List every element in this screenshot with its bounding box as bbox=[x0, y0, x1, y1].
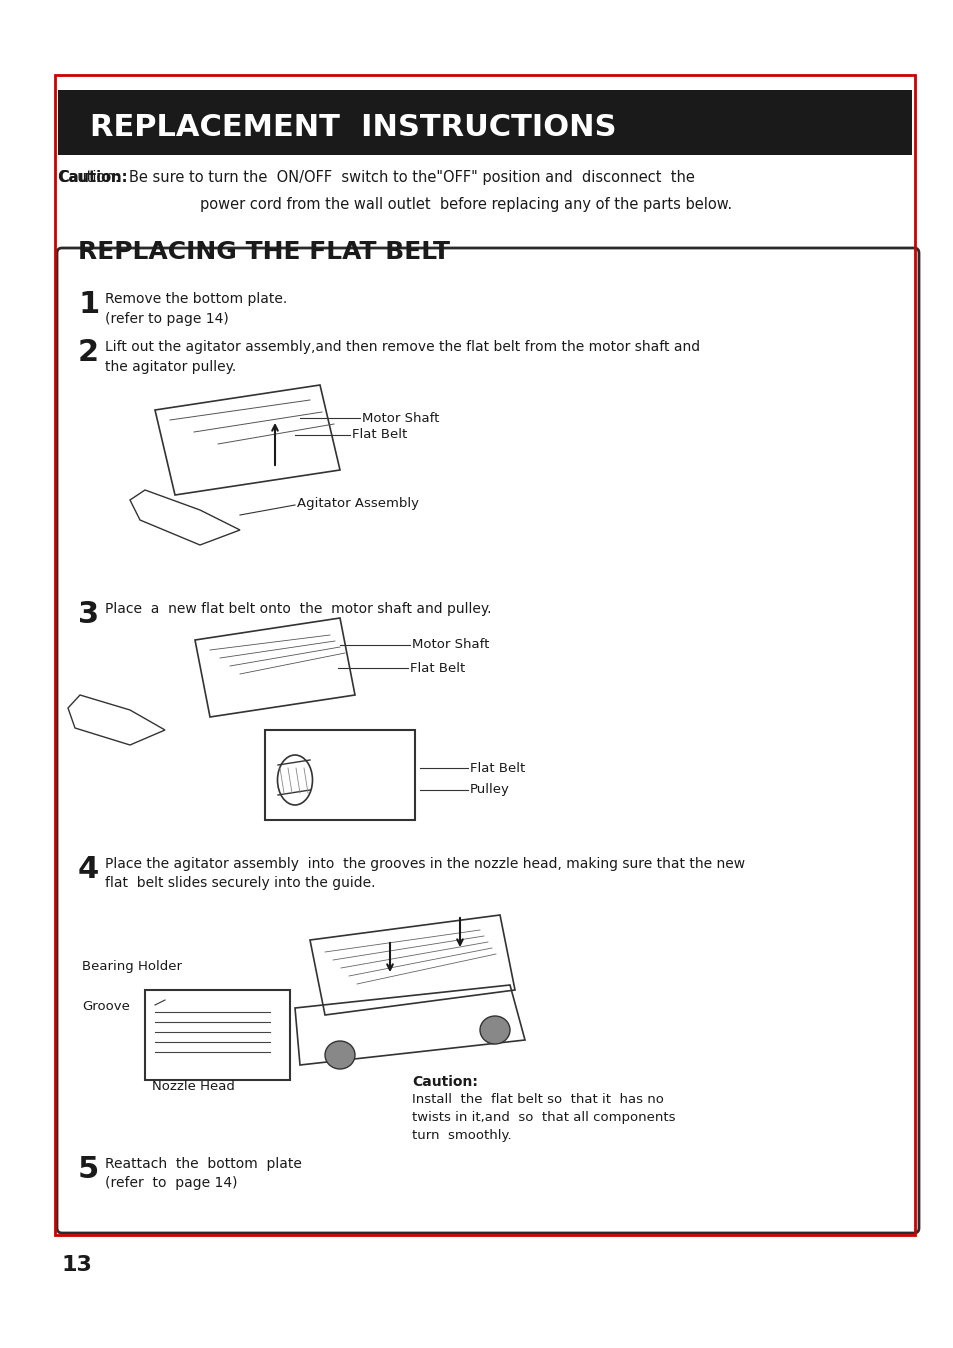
Text: 1: 1 bbox=[78, 290, 99, 319]
Text: Motor Shaft: Motor Shaft bbox=[361, 411, 439, 425]
Bar bbox=[58, 90, 911, 155]
Bar bbox=[145, 989, 290, 1080]
Bar bbox=[55, 75, 914, 1235]
Text: 4: 4 bbox=[78, 855, 99, 884]
Text: REPLACEMENT  INSTRUCTIONS: REPLACEMENT INSTRUCTIONS bbox=[90, 112, 616, 142]
Ellipse shape bbox=[325, 1041, 355, 1069]
Text: Pulley: Pulley bbox=[470, 783, 509, 797]
Text: 13: 13 bbox=[62, 1255, 92, 1275]
Text: Remove the bottom plate.
(refer to page 14): Remove the bottom plate. (refer to page … bbox=[105, 293, 287, 325]
Text: Flat Belt: Flat Belt bbox=[470, 762, 525, 775]
Text: power cord from the wall outlet  before replacing any of the parts below.: power cord from the wall outlet before r… bbox=[200, 197, 731, 212]
Text: Install  the  flat belt so  that it  has no
twists in it,and  so  that all compo: Install the flat belt so that it has no … bbox=[412, 1093, 675, 1142]
Text: Caution:: Caution: bbox=[412, 1074, 477, 1089]
Text: Caution:  Be sure to turn the  ON/OFF  switch to the"OFF" position and  disconne: Caution: Be sure to turn the ON/OFF swit… bbox=[58, 170, 694, 185]
Text: Nozzle Head: Nozzle Head bbox=[152, 1080, 234, 1093]
Text: 5: 5 bbox=[78, 1155, 99, 1184]
FancyBboxPatch shape bbox=[57, 248, 918, 1233]
Text: Flat Belt: Flat Belt bbox=[352, 429, 407, 442]
Ellipse shape bbox=[479, 1016, 510, 1043]
Text: 3: 3 bbox=[78, 600, 99, 630]
Text: Agitator Assembly: Agitator Assembly bbox=[296, 496, 418, 510]
Text: REPLACING THE FLAT BELT: REPLACING THE FLAT BELT bbox=[78, 240, 450, 264]
Text: Place the agitator assembly  into  the grooves in the nozzle head, making sure t: Place the agitator assembly into the gro… bbox=[105, 857, 744, 891]
Text: Place  a  new flat belt onto  the  motor shaft and pulley.: Place a new flat belt onto the motor sha… bbox=[105, 603, 491, 616]
Text: Bearing Holder: Bearing Holder bbox=[82, 960, 182, 973]
Text: Motor Shaft: Motor Shaft bbox=[412, 639, 489, 651]
Text: Lift out the agitator assembly,and then remove the flat belt from the motor shaf: Lift out the agitator assembly,and then … bbox=[105, 340, 700, 373]
Text: Caution:: Caution: bbox=[58, 170, 128, 185]
Text: Flat Belt: Flat Belt bbox=[410, 662, 465, 674]
Bar bbox=[265, 731, 415, 820]
Text: Groove: Groove bbox=[82, 1000, 130, 1012]
Text: Reattach  the  bottom  plate
(refer  to  page 14): Reattach the bottom plate (refer to page… bbox=[105, 1157, 301, 1190]
Text: 2: 2 bbox=[78, 338, 99, 367]
